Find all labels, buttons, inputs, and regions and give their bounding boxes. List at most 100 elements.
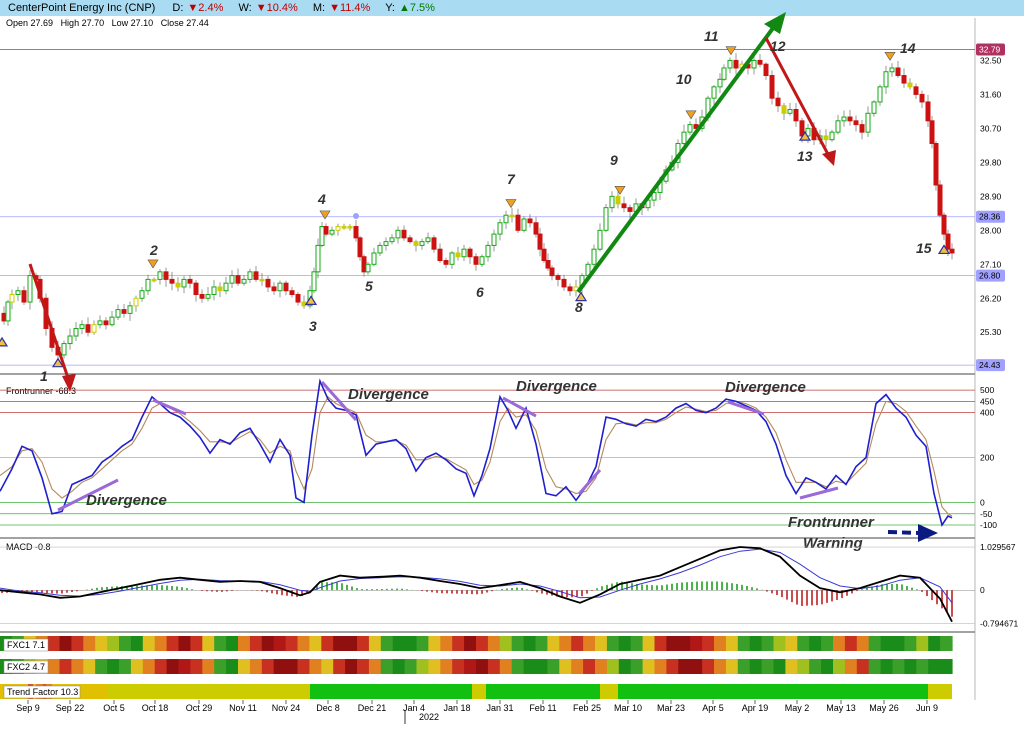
candle-body [271,286,277,292]
fxc1-cell [142,636,156,651]
panel-frames [0,18,976,700]
fxc2-cell [642,659,656,674]
fxc1-cell [940,636,953,651]
candle-body [721,67,727,80]
wave-label-4: 4 [317,191,326,207]
fxc1-cell [559,636,572,651]
fxc2-cell [476,659,489,674]
candle-body [353,226,359,239]
sell-marker [884,52,896,61]
candle-body [61,343,67,356]
price-tag-box [976,359,1005,372]
fxc2-cell [702,659,715,674]
fxc1-cell [416,636,429,651]
x-tick-label: Jan 18 [443,703,470,713]
fxc2-cell [464,659,477,674]
fxc2-cell [737,659,751,674]
ohlc-readout: Open 27.69 High 27.70 Low 27.10 Close 27… [6,18,214,28]
fxc2-cell [499,659,513,674]
candle-body [847,116,853,122]
candle-body [15,290,21,295]
fxc2-cell [83,659,96,674]
fxc2-cell [428,659,441,674]
fxc1-cell [202,636,215,651]
candle-body [371,252,377,265]
frontrunner-warning-label-2: Warning [803,535,863,552]
fxc2-cell [880,659,894,674]
divergence-line-3 [320,380,358,422]
candle-body [289,290,295,295]
fxc2-cell [606,659,620,674]
x-tick-label: Mar 23 [657,703,685,713]
candle-body [609,195,615,209]
price-tag-label: 28.36 [979,212,1001,222]
wave-label-15: 15 [916,240,932,256]
candle-body [283,282,289,292]
fxc1-cell [273,636,287,651]
candle-body [769,75,775,99]
fxc2-cell [749,659,763,674]
candle-body [687,124,693,133]
fxc2-cell [392,659,406,674]
candle-body [383,241,389,246]
buy-marker [51,357,65,368]
trend-factor-segment [618,684,928,699]
candle-body [541,248,547,262]
candle-body [515,214,521,231]
x-tick-label: May 26 [869,703,899,713]
candle-body [229,275,235,284]
x-tick-label: Dec 21 [358,703,387,713]
fxc2-cell [404,659,418,674]
fxc2-cell [654,659,667,674]
fxc1-cell [868,636,882,651]
candle-body [549,267,555,277]
candle-body [651,192,657,201]
candle-body [877,86,883,103]
candle-body [133,297,139,307]
frontrunner-tick-label: 450 [980,396,994,406]
fxc2-cell [309,659,322,674]
wave-label-14: 14 [900,40,916,56]
fxc2-cell [95,659,108,674]
candle-body [163,271,169,280]
fxc1-cell [606,636,620,651]
candle-body [181,278,187,288]
divergence-label-2: Divergence [348,386,429,403]
fxc2-cell [178,659,191,674]
x-tick-label: Feb 25 [573,703,601,713]
sell-marker [725,46,737,56]
candle-body [205,293,211,299]
wave-labels: 1 2 3 4 5 6 7 8 9 10 11 12 13 14 15 [40,28,932,384]
x-tick-label: May 13 [826,703,856,713]
candle-body [27,275,33,303]
candle-body [473,256,479,265]
month-change-label: M: [312,2,326,14]
price-tick-label: 28.00 [980,225,1002,235]
candle-body [627,207,633,212]
candle-body [5,301,11,322]
candle-body [247,271,253,280]
fxc1-cell [535,636,548,651]
fxc1-cell [428,636,441,651]
fxc1-cell [844,636,858,651]
wave-label-10: 10 [676,71,692,87]
candle-body [21,290,27,303]
macd-axis: 1.029567 0 -0.794671 [980,542,1019,629]
candle-body [509,214,515,218]
macd-signal-line [0,548,953,604]
fxc2-cell [761,659,775,674]
candle-body [127,305,133,314]
candle-body [829,131,835,141]
fxc1-cell [166,636,180,651]
fxc1-cell [333,636,346,651]
candle-body [871,101,877,114]
close-value: Close 27.44 [160,18,209,28]
month-change-value: ▼11.4% [329,2,371,14]
divergence-line-4 [502,396,537,418]
fxc1-cell [654,636,667,651]
fxc2-cell [333,659,346,674]
fxc1-cell [95,636,108,651]
price-tag-label: 24.43 [979,360,1001,370]
candle-body [151,278,157,282]
trend-factor-segment [486,684,600,699]
